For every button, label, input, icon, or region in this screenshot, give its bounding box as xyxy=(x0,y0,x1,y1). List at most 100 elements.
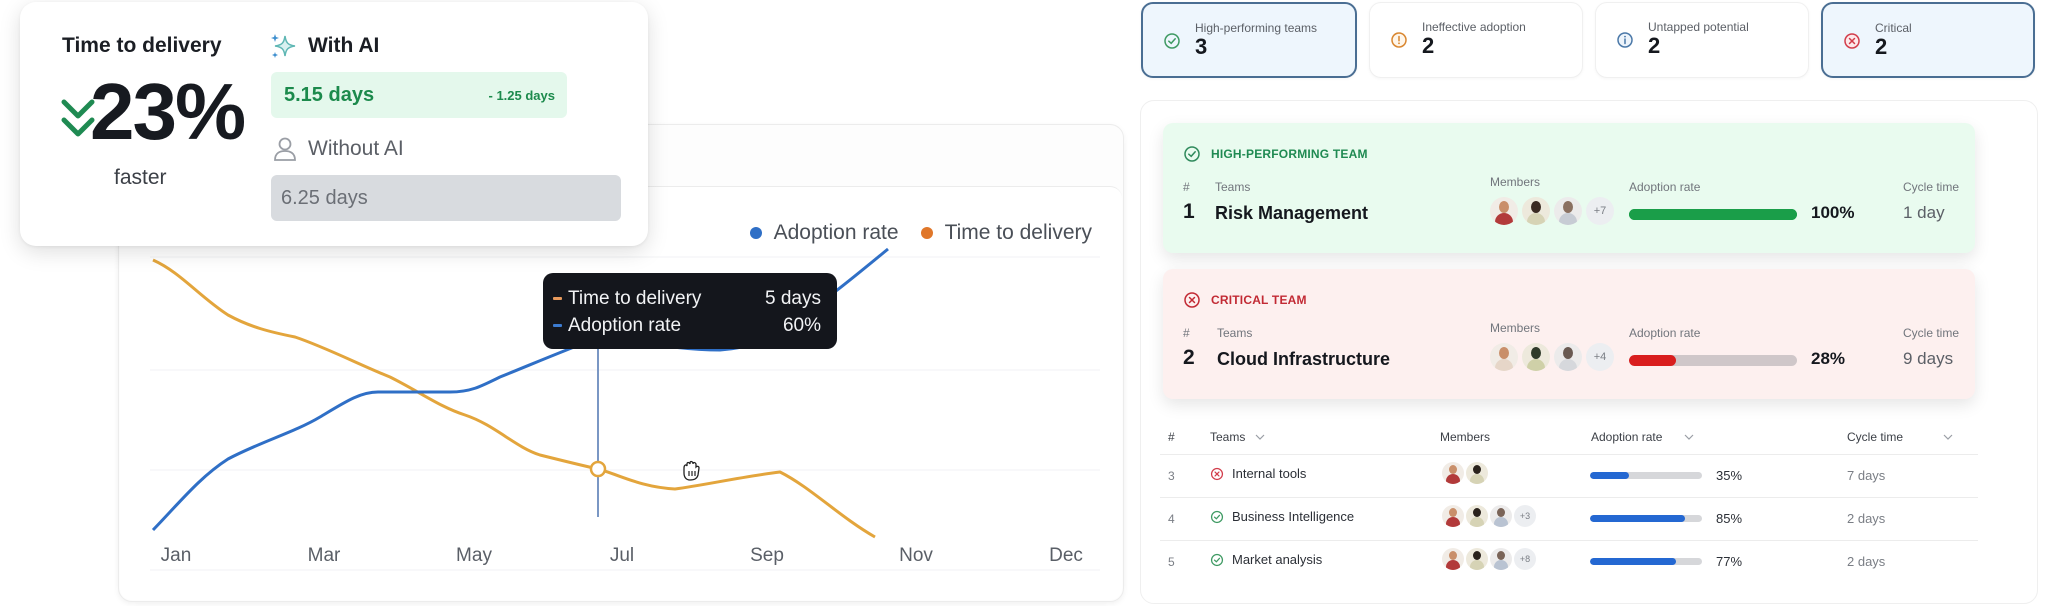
avatar[interactable] xyxy=(1442,505,1464,527)
th-members: Members xyxy=(1440,430,1490,444)
delivery-hover-point[interactable] xyxy=(589,460,607,478)
avatar[interactable] xyxy=(1522,343,1550,371)
adoption-progress-fill xyxy=(1629,355,1677,366)
table-row[interactable]: 4 Business Intelligence +3 85% 2 days xyxy=(1160,499,1978,541)
without-ai-value: 6.25 days xyxy=(281,186,368,209)
team-status-badge: HIGH-PERFORMING TEAM xyxy=(1183,145,1368,163)
stat-value: 2 xyxy=(1422,33,1435,58)
row-team[interactable]: Market analysis xyxy=(1210,552,1322,567)
x-tick: Jul xyxy=(609,545,635,566)
member-avatars[interactable] xyxy=(1442,462,1490,484)
row-team[interactable]: Business Intelligence xyxy=(1210,509,1354,524)
th-teams-label: Teams xyxy=(1210,430,1246,444)
avatar[interactable] xyxy=(1554,343,1582,371)
adoption-progress-fill xyxy=(1590,558,1677,565)
adoption-percent: 100% xyxy=(1811,203,1855,222)
avatar[interactable] xyxy=(1490,505,1512,527)
col-head-cycle: Cycle time xyxy=(1903,180,1960,194)
avatar[interactable] xyxy=(1442,462,1464,484)
avatar[interactable] xyxy=(1522,197,1550,225)
stat-card-ineffective-adoption[interactable]: Ineffective adoption 2 xyxy=(1369,2,1583,78)
th-cycle[interactable]: Cycle time xyxy=(1847,430,1953,444)
adoption-progress-fill xyxy=(1629,209,1797,220)
x-circle-icon xyxy=(1184,292,1200,308)
x-axis: Jan Mar May Jul Sep Nov Dec xyxy=(120,545,1122,575)
x-tick: Nov xyxy=(899,545,933,566)
line-chart[interactable] xyxy=(120,187,1122,601)
stat-label: High-performing teams xyxy=(1195,21,1318,35)
more-members-count[interactable]: +7 xyxy=(1586,197,1614,225)
tooltip-row-adoption: Adoption rate 60% xyxy=(553,312,821,339)
cycle-time: 7 days xyxy=(1847,468,1886,483)
member-avatars[interactable]: +7 xyxy=(1490,197,1614,225)
team-name[interactable]: Cloud Infrastructure xyxy=(1217,349,1391,369)
adoption-progress-fill xyxy=(1590,472,1630,479)
col-head-num: # xyxy=(1183,180,1190,194)
cycle-time: 2 days xyxy=(1847,511,1886,526)
legend-label: Time to delivery xyxy=(944,221,1092,244)
chart-panel: Adoption rate Time to delivery Jan Mar xyxy=(120,186,1122,600)
avatar[interactable] xyxy=(1466,548,1488,570)
avatar[interactable] xyxy=(1554,197,1582,225)
adoption-progress-bar xyxy=(1590,558,1702,565)
chevron-down-icon[interactable] xyxy=(1684,434,1694,440)
avatar[interactable] xyxy=(1490,343,1518,371)
featured-team-card-high-performing[interactable]: HIGH-PERFORMING TEAM # Teams Members Ado… xyxy=(1163,123,1975,253)
legend-time-to-delivery[interactable]: Time to delivery xyxy=(920,221,1092,245)
chevron-down-icon[interactable] xyxy=(1255,434,1265,440)
divider xyxy=(1160,454,1978,455)
member-avatars[interactable]: +4 xyxy=(1490,343,1614,371)
adoption-progress-fill xyxy=(1590,515,1686,522)
member-avatars[interactable]: +8 xyxy=(1442,548,1538,570)
adoption-progress-bar xyxy=(1629,355,1797,366)
avatar[interactable] xyxy=(1490,197,1518,225)
avatar[interactable] xyxy=(1466,462,1488,484)
chevron-down-icon[interactable] xyxy=(1943,434,1953,440)
adoption-swatch-icon xyxy=(553,324,562,327)
x-tick: Jan xyxy=(160,545,192,566)
with-ai-value: 5.15 days xyxy=(284,83,375,106)
member-avatars[interactable]: +3 xyxy=(1442,505,1538,527)
divider xyxy=(1160,540,1978,541)
table-row[interactable]: 5 Market analysis +8 77% 2 days xyxy=(1160,542,1978,584)
avatar[interactable] xyxy=(1490,548,1512,570)
th-adoption-label: Adoption rate xyxy=(1591,430,1663,444)
more-members-count[interactable]: +8 xyxy=(1514,548,1536,570)
avatar[interactable] xyxy=(1442,548,1464,570)
adoption-progress-bar xyxy=(1590,472,1702,479)
stat-card-critical[interactable]: Critical 2 xyxy=(1821,2,2035,78)
legend-adoption-rate[interactable]: Adoption rate xyxy=(749,221,899,245)
stat-card-untapped-potential[interactable]: Untapped potential 2 xyxy=(1595,2,1809,78)
adoption-percent: 35% xyxy=(1716,468,1743,483)
stat-label: Untapped potential xyxy=(1648,20,1749,34)
tooltip-label: Adoption rate xyxy=(568,314,682,336)
col-head-teams: Teams xyxy=(1215,180,1251,194)
sparkle-icon xyxy=(271,34,296,58)
gridlines xyxy=(150,256,1100,571)
with-ai-delta: - 1.25 days xyxy=(488,87,556,103)
row-rank: 5 xyxy=(1168,555,1175,569)
tooltip-label: Time to delivery xyxy=(568,287,702,309)
team-name: Internal tools xyxy=(1232,466,1307,481)
x-tick: Sep xyxy=(750,545,784,566)
delivery-summary-card: Time to delivery 23% faster With AI 5.15… xyxy=(20,2,648,246)
th-cycle-label: Cycle time xyxy=(1847,430,1904,444)
summary-title: Time to delivery xyxy=(62,34,222,57)
team-name[interactable]: Risk Management xyxy=(1215,203,1369,223)
more-members-count[interactable]: +3 xyxy=(1514,505,1536,527)
adoption-percent: 85% xyxy=(1716,511,1743,526)
stat-value: 3 xyxy=(1195,34,1208,59)
stat-card-high-performing[interactable]: High-performing teams 3 xyxy=(1141,2,1357,78)
featured-team-card-critical[interactable]: CRITICAL TEAM # Teams Members Adoption r… xyxy=(1163,269,1975,399)
adoption-progress-bar xyxy=(1629,209,1797,220)
th-adoption[interactable]: Adoption rate xyxy=(1591,430,1694,444)
th-num: # xyxy=(1168,430,1175,444)
row-team[interactable]: Internal tools xyxy=(1210,466,1306,481)
delivery-swatch-icon xyxy=(553,297,562,300)
team-name: Market analysis xyxy=(1232,552,1323,567)
th-teams[interactable]: Teams xyxy=(1210,430,1265,444)
alert-circle-icon xyxy=(1391,32,1407,48)
avatar[interactable] xyxy=(1466,505,1488,527)
more-members-count[interactable]: +4 xyxy=(1586,343,1614,371)
table-row[interactable]: 3 Internal tools 35% 7 days xyxy=(1160,456,1978,498)
